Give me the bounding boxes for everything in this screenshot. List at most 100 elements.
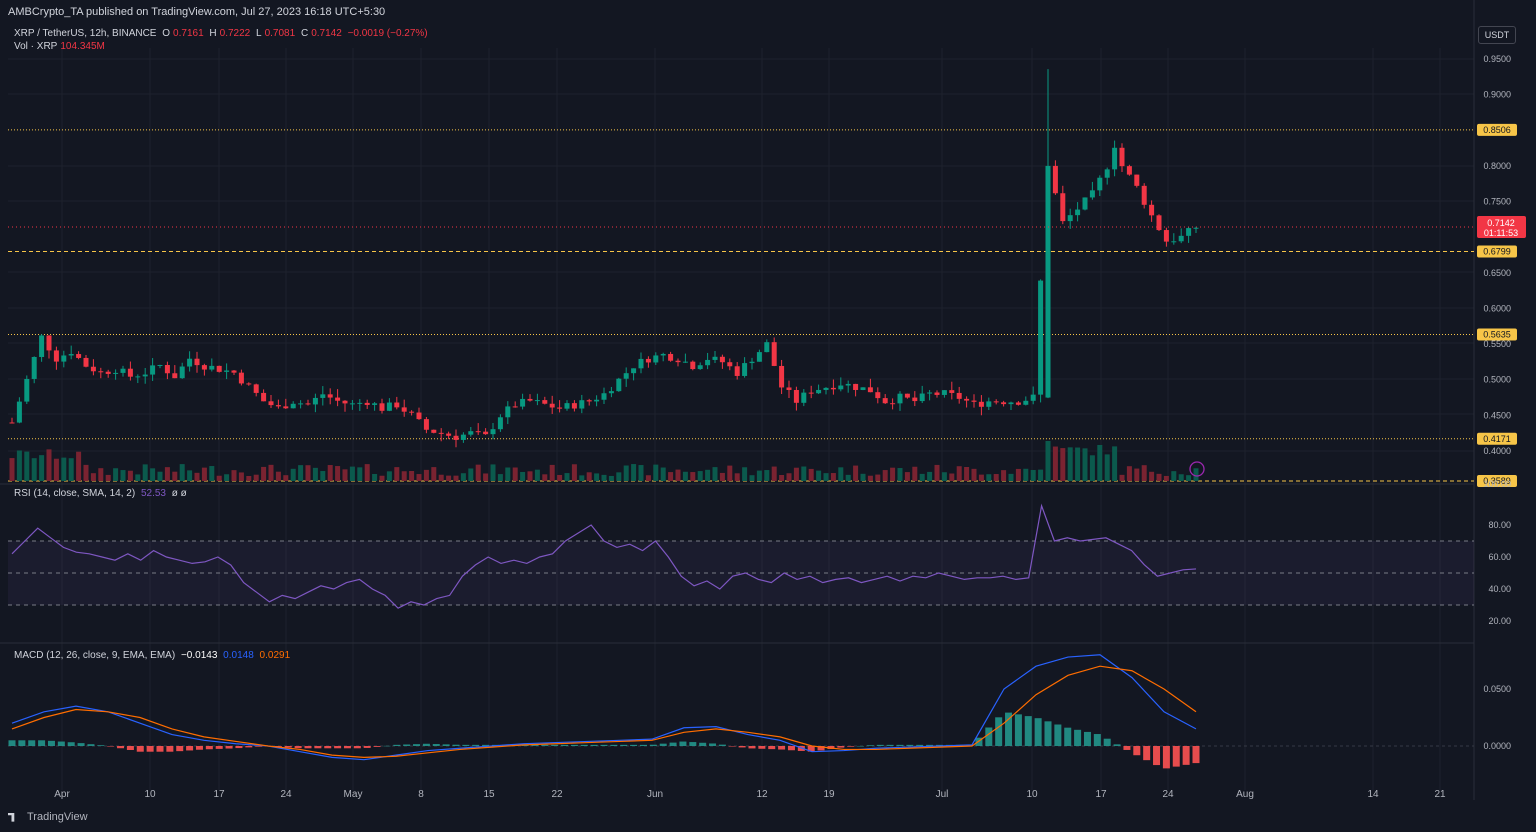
- time-tick-label: 14: [1367, 789, 1379, 800]
- volume-bar: [941, 472, 947, 481]
- macd-histogram-bar: [146, 746, 154, 752]
- candle-body: [312, 397, 318, 405]
- candle-body: [608, 391, 614, 394]
- volume-bar: [949, 473, 955, 481]
- high-value: 0.7222: [219, 28, 251, 39]
- macd-histogram-bar: [1005, 712, 1013, 746]
- time-tick-label: 19: [823, 789, 835, 800]
- candle-body: [653, 355, 659, 363]
- candle-body: [638, 358, 644, 369]
- rsi-tick-label: 20.00: [1488, 616, 1511, 626]
- volume-bar: [1075, 447, 1081, 481]
- candle-body: [46, 335, 52, 351]
- macd-histogram-bar: [896, 744, 904, 746]
- time-tick-label: 22: [551, 789, 563, 800]
- time-tick-label: 12: [756, 789, 768, 800]
- volume-bar: [557, 474, 563, 481]
- candle-body: [1186, 228, 1192, 236]
- tv-brand: TradingView: [27, 811, 88, 823]
- macd-histogram-bar: [284, 746, 292, 748]
- volume-bar: [534, 469, 540, 481]
- currency-button[interactable]: USDT: [1478, 26, 1516, 44]
- macd-histogram-bar: [363, 746, 371, 748]
- macd-histogram-bar: [1192, 746, 1200, 764]
- macd-histogram-bar: [57, 741, 65, 746]
- volume-bar: [986, 474, 992, 481]
- macd-histogram-bar: [876, 744, 884, 746]
- candle-body: [335, 397, 341, 401]
- macd-hist-value: −0.0143: [180, 650, 218, 661]
- rsi-tick-label: 60.00: [1488, 552, 1511, 562]
- candle-body: [919, 393, 925, 402]
- macd-histogram-bar: [768, 746, 776, 750]
- volume-bar: [1163, 475, 1169, 481]
- candle-body: [31, 356, 37, 379]
- candle-body: [912, 397, 918, 402]
- time-tick-label: 10: [144, 789, 156, 800]
- candle-body: [453, 435, 459, 440]
- volume-bar: [853, 465, 859, 481]
- candle-body: [749, 361, 755, 364]
- macd-histogram-bar: [413, 744, 421, 746]
- volume-label: Vol · XRP: [14, 41, 58, 52]
- candle-body: [890, 403, 896, 405]
- macd-histogram-bar: [1113, 744, 1121, 746]
- candle-body: [216, 365, 222, 372]
- macd-histogram-bar: [995, 717, 1003, 746]
- volume-bar: [542, 474, 548, 481]
- volume-bar: [1008, 473, 1014, 481]
- volume-bar: [897, 468, 903, 481]
- volume-bar: [194, 472, 200, 481]
- volume-bar: [564, 473, 570, 481]
- macd-histogram-bar: [787, 746, 795, 751]
- macd-histogram-bar: [847, 746, 855, 747]
- macd-histogram-bar: [1083, 731, 1091, 746]
- volume-bar: [224, 474, 230, 481]
- level-price-tag: [1477, 432, 1517, 445]
- level-price-label: 0.5635: [1483, 329, 1511, 339]
- volume-bar: [490, 464, 496, 481]
- candle-body: [394, 402, 400, 408]
- macd-histogram-bar: [531, 744, 539, 746]
- volume-bar: [1060, 448, 1066, 481]
- candle-body: [1104, 169, 1110, 178]
- volume-bar: [816, 470, 822, 481]
- tv-logo-icon: [8, 812, 15, 822]
- volume-bar: [1141, 465, 1147, 481]
- macd-histogram-bar: [156, 746, 164, 752]
- candle-body: [327, 394, 333, 398]
- macd-histogram-bar: [1024, 716, 1032, 746]
- macd-histogram-bar: [462, 744, 470, 746]
- price-tick-label: 0.6500: [1483, 268, 1511, 278]
- candle-body: [571, 403, 577, 409]
- tradingview-logo[interactable]: TradingView: [8, 811, 88, 823]
- candle-body: [16, 401, 22, 423]
- volume-bar: [993, 474, 999, 481]
- volume-bar: [549, 464, 555, 481]
- symbol-name: XRP / TetherUS, 12h, BINANCE: [14, 28, 157, 39]
- candle-body: [1038, 280, 1044, 395]
- macd-histogram-bar: [1103, 738, 1111, 746]
- volume-bar: [927, 471, 933, 481]
- candle-body: [1112, 147, 1118, 170]
- macd-histogram-bar: [77, 743, 85, 746]
- candle-body: [238, 372, 244, 384]
- candle-body: [275, 405, 281, 407]
- volume-bar: [1030, 469, 1036, 481]
- macd-histogram-bar: [403, 744, 411, 746]
- volume-bar: [742, 467, 748, 481]
- macd-histogram-bar: [985, 727, 993, 746]
- price-tick-label: 0.5000: [1483, 375, 1511, 385]
- candle-body: [594, 399, 600, 402]
- close-value: 0.7142: [311, 28, 342, 39]
- time-tick-label: 15: [483, 789, 495, 800]
- candle-body: [1097, 177, 1103, 191]
- rsi-line: [11, 503, 1197, 609]
- volume-bar: [24, 451, 30, 481]
- candle-body: [675, 360, 681, 363]
- candle-body: [601, 393, 607, 400]
- macd-histogram-bar: [343, 746, 351, 749]
- volume-bar: [520, 471, 526, 481]
